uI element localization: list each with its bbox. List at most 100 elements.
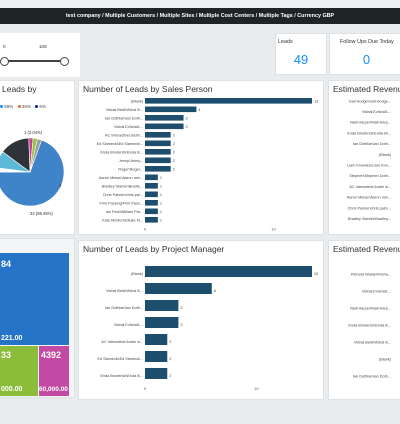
bar[interactable] (145, 300, 179, 311)
bar-value-label: 2 (173, 150, 175, 154)
revenue-top-bar-chart[interactable]: Gail Hodge\Gail Hodge... Vishal1\Vishal1.… (330, 96, 400, 231)
bar-value-label: 1 (160, 184, 162, 188)
revenue-bottom-chart-title: Estimated Revenue (333, 244, 400, 254)
bar-category-label: AC Interactive\Justin... (105, 133, 143, 137)
pie-chart[interactable]: 1 (2.04%) 4 34 (69.39%) (0, 117, 76, 227)
bar[interactable] (145, 123, 184, 130)
bar-category-label: Enda Broderick\Enda B... (348, 323, 391, 327)
bar-value-label: 1 (160, 218, 162, 222)
bar[interactable] (145, 317, 179, 328)
bar[interactable] (145, 200, 158, 206)
bar[interactable] (145, 334, 168, 345)
bar[interactable] (145, 166, 171, 172)
bar[interactable] (145, 191, 158, 198)
treemap-top-value: 84 (1, 259, 12, 269)
bar-category-label: (Blank) (379, 153, 392, 157)
bar-value-label: 6 (214, 289, 216, 293)
bar-category-label: AC Interactive\Justin w... (349, 185, 391, 189)
leads-by-sales-person-card[interactable]: Number of Leads by Sales Person (78, 80, 324, 235)
pie-legend: 59% 35% 6% (0, 104, 46, 109)
kpi-card-leads[interactable] (275, 33, 327, 75)
bar-value-label: 2 (169, 357, 171, 361)
bar[interactable] (145, 157, 171, 164)
bar[interactable] (145, 183, 158, 189)
treemap-tile-top[interactable]: 84 221.00 (0, 253, 69, 345)
bar-category-label: Aaron Meiser\Aaron mei... (99, 176, 143, 180)
range-slider-min-handle[interactable] (0, 57, 9, 66)
bar-value-label: 2 (169, 374, 171, 378)
treemap-left-value: 33 (1, 350, 12, 360)
bar-value-label: 1 (160, 210, 162, 214)
bar-category-label: (Blank) (131, 272, 144, 276)
bar[interactable] (145, 368, 168, 379)
bar-category-label: Ian Park\William Par... (106, 210, 143, 214)
bar-value-label: 2 (173, 133, 175, 137)
legend-item-2: 35% (21, 104, 31, 109)
bar[interactable] (145, 132, 171, 138)
bar[interactable] (145, 98, 312, 104)
bar-category-label: Richard Walder\Richa... (351, 272, 391, 276)
bar-value-label: 13 (314, 99, 318, 103)
bar[interactable] (145, 140, 171, 147)
bar[interactable] (145, 266, 312, 277)
project-manager-bar-chart[interactable]: (Blank) 15 Vishal Bedi\Vishal B... 6 Ian Dot… (80, 262, 320, 398)
x-tick-label: 10 (254, 386, 259, 391)
legend-item-1: 59% (4, 104, 14, 109)
bar-value-label: 3 (186, 125, 188, 129)
filter-summary-text: test company / Multiple Customers / Mult… (65, 13, 335, 19)
x-tick-label: 0 (144, 386, 147, 391)
estimated-revenue-card-bottom[interactable]: Estimated Revenue (328, 240, 400, 400)
bar-category-label: Niall Harper\Niall Harp... (350, 306, 391, 310)
bar-value-label: 1 (160, 193, 162, 197)
bar-value-label: 4 (198, 108, 200, 112)
treemap-tile-left[interactable]: 33 000.00 (0, 346, 38, 396)
bar-category-label: Firm Passing\Firm Pass... (100, 201, 143, 205)
bar-value-label: 2 (169, 340, 171, 344)
bar-category-label: Ian Dothlan\Ian Doth... (353, 374, 391, 378)
bar-value-label: 2 (173, 167, 175, 171)
revenue-top-chart-title: Estimated Revenue (333, 84, 400, 94)
treemap-tile-right[interactable]: 4392 60,000.00 (39, 346, 69, 396)
bar[interactable] (145, 149, 171, 155)
bar-category-label: Vishal Bedi\Vishal B... (354, 340, 391, 344)
bar[interactable] (145, 174, 158, 181)
kpi-follow-ups-value: 0 (362, 52, 371, 67)
range-slider-max-handle[interactable] (60, 57, 69, 66)
bar-category-label: Kate McMorris\Kate M... (102, 218, 143, 222)
bar-value-label: 15 (314, 272, 318, 276)
bar-category-label: Vishal1\Vishal1... (114, 125, 143, 129)
revenue-bottom-bar-chart[interactable]: Richard Walder\Richa... Vishal1\Vishal1..… (330, 264, 400, 384)
bar-category-label: AC Interactive\Justin w... (101, 340, 143, 344)
legend-dot-2 (17, 105, 21, 108)
bar[interactable] (145, 106, 197, 113)
legend-dot-3 (35, 105, 39, 108)
treemap-right-amount: 60,000.00 (39, 386, 68, 393)
bar-value-label: 3 (180, 306, 182, 310)
bar[interactable] (145, 115, 184, 121)
bar[interactable] (145, 351, 168, 362)
kpi-card-follow-ups[interactable] (329, 33, 400, 75)
bar-category-label: Enda Broderick\Enda B... (100, 150, 143, 154)
bar-category-label: Aaron Meiser\Aaron mei... (347, 196, 391, 200)
pie-label-big: 34 (69.39%) (30, 211, 53, 216)
bar[interactable] (145, 208, 158, 215)
bar[interactable] (145, 283, 212, 294)
bar[interactable] (145, 217, 158, 223)
estimated-revenue-card-top[interactable]: Estimated Revenue (328, 80, 400, 235)
kpi-leads-value: 49 (293, 52, 309, 67)
bar-category-label: Stephen\Stephen Doth... (349, 174, 391, 178)
bar-value-label: 2 (173, 159, 175, 163)
slider-max-label: 105 (39, 44, 47, 49)
range-slider-track[interactable] (4, 60, 64, 62)
pie-slice-7[interactable] (29, 138, 43, 173)
pie-label-four: 4 (59, 183, 62, 188)
bar-category-label: Vishal1\Vishal1... (114, 323, 143, 327)
bar-category-label: Ed Slamecki\Ed Slamecki... (97, 142, 143, 146)
pie-slice-1[interactable] (0, 139, 65, 207)
bar-category-label: Bradley Stamer\Bradley... (348, 217, 391, 221)
treemap-top-amount: 221.00 (1, 335, 23, 342)
treemap-left-amount: 000.00 (1, 386, 23, 393)
bar-category-label: Ian Dothlan\Ian Doth... (353, 142, 391, 146)
